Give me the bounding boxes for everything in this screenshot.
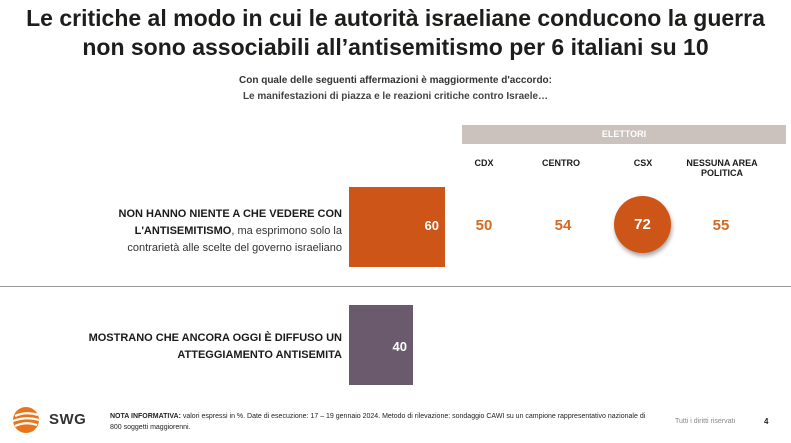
bar-label-row-2: 40 <box>392 339 407 354</box>
page-title: Le critiche al modo in cui le autorità i… <box>0 4 791 62</box>
rights-text: Tutti i diritti riservati <box>675 418 736 425</box>
footnote-text: valori espressi in %. Date di esecuzione… <box>110 413 646 431</box>
column-header-nessuna: NESSUNA AREA POLITICA <box>686 158 758 178</box>
column-header-cdx: CDX <box>474 158 494 168</box>
question: Con quale delle seguenti affermazioni è … <box>239 75 552 86</box>
logo-text: SWG <box>49 411 87 428</box>
page-number: 4 <box>764 417 769 426</box>
bar-label-row-1: 60 <box>424 218 439 233</box>
column-header-centro: CENTRO <box>542 158 580 168</box>
row-label-2-bold: MOSTRANO CHE ANCORA OGGI È DIFFUSO UN AT… <box>88 332 342 361</box>
row-label-2: MOSTRANO CHE ANCORA OGGI È DIFFUSO UN AT… <box>80 330 342 364</box>
title-line-1: Le critiche al modo in cui le autorità i… <box>26 5 765 31</box>
title-line-2: non sono associabili all’antisemitismo p… <box>82 34 709 60</box>
row-label-1-bold: NON HANNO NIENTE A CHE VEDERE CON L'ANTI… <box>118 208 342 237</box>
subquestion: Le manifestazioni di piazza e le reazion… <box>242 91 549 102</box>
row-label-1: NON HANNO NIENTE A CHE VEDERE CON L'ANTI… <box>80 206 342 257</box>
row-label-1-rest: , ma esprimono solo la contrarietà alle … <box>127 225 342 254</box>
bar-total-row-2 <box>349 305 413 385</box>
column-header-csx: CSX <box>633 158 653 168</box>
highlight-circle-csx <box>614 196 671 253</box>
value-csx: 72 <box>634 216 651 233</box>
swg-logo-icon <box>12 407 40 433</box>
bar-total-row-1 <box>349 187 445 267</box>
row-separator <box>0 286 791 287</box>
group-header: ELETTORI <box>462 125 786 144</box>
footnote: NOTA INFORMATIVA: valori espressi in %. … <box>110 411 655 433</box>
value-cdx: 50 <box>475 217 493 234</box>
footnote-label: NOTA INFORMATIVA: <box>110 413 181 420</box>
value-centro: 54 <box>554 217 572 234</box>
value-nessuna: 55 <box>712 217 730 234</box>
